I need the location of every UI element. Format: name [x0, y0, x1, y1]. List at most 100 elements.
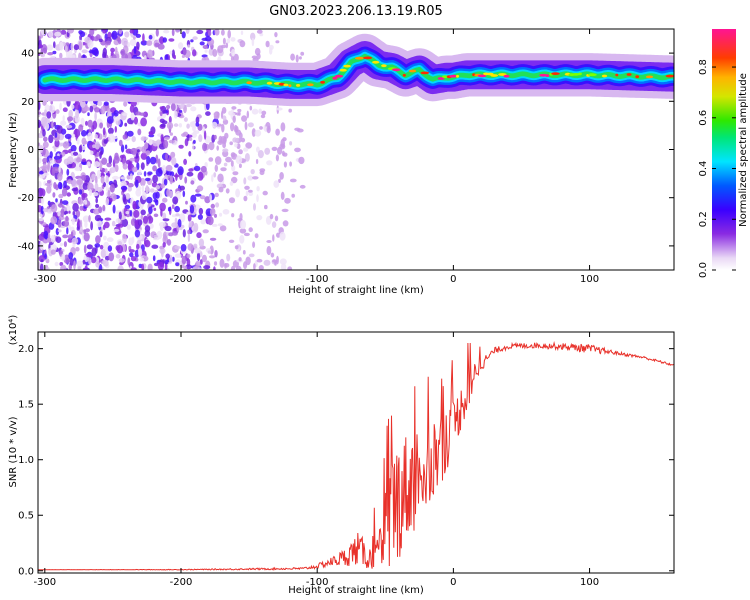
noise-speck: [199, 259, 203, 265]
noise-speck: [95, 235, 101, 244]
ridge-hotspot: [363, 56, 373, 60]
noise-speck: [98, 38, 103, 43]
noise-speck: [248, 227, 253, 233]
noise-speck: [186, 171, 194, 177]
ridge-hotspot: [572, 73, 580, 76]
noise-speck: [47, 161, 50, 171]
noise-speck: [171, 222, 179, 229]
noise-speck: [265, 40, 270, 48]
noise-speck: [60, 208, 65, 218]
noise-speck: [63, 220, 70, 227]
noise-speck: [58, 203, 63, 208]
noise-speck: [104, 217, 112, 221]
noise-speck: [182, 48, 187, 56]
y-tick-label: 0.0: [18, 566, 34, 577]
noise-speck: [211, 223, 218, 227]
noise-speck: [228, 110, 233, 116]
noise-speck: [161, 165, 167, 175]
ridge-hotspot: [601, 74, 608, 78]
noise-speck: [162, 37, 167, 43]
noise-speck: [84, 265, 88, 270]
noise-speck: [214, 164, 218, 172]
noise-speck: [85, 120, 88, 126]
noise-speck: [87, 119, 93, 128]
noise-speck: [106, 116, 114, 124]
noise-speck: [157, 158, 161, 168]
noise-speck: [218, 186, 224, 193]
noise-speck: [110, 47, 115, 53]
noise-speck: [99, 151, 102, 159]
noise-speck: [159, 111, 163, 117]
ridge-hotspot: [307, 83, 314, 87]
noise-speck: [181, 255, 187, 265]
noise-speck: [274, 31, 278, 38]
noise-speck: [254, 233, 259, 239]
y-tick-label: 1.0: [18, 455, 34, 466]
noise-speck: [89, 105, 94, 113]
noise-speck: [142, 33, 145, 43]
noise-speck: [99, 166, 103, 171]
noise-speck: [53, 41, 56, 49]
noise-speck: [76, 156, 81, 163]
noise-speck: [251, 128, 256, 137]
noise-speck: [129, 252, 134, 258]
noise-speck: [133, 116, 138, 125]
noise-speck: [283, 161, 287, 168]
noise-speck: [107, 31, 112, 39]
noise-speck: [91, 47, 99, 56]
noise-speck: [188, 151, 192, 157]
noise-speck: [251, 108, 259, 115]
noise-speck: [71, 217, 76, 225]
ridge-hotspot: [283, 83, 289, 87]
ridge-hotspot: [587, 73, 597, 77]
noise-speck: [136, 149, 140, 153]
noise-speck: [237, 108, 242, 113]
noise-speck: [213, 111, 220, 118]
noise-speck: [107, 245, 113, 252]
noise-speck: [105, 197, 110, 206]
ridge-hotspot: [354, 56, 364, 60]
noise-speck: [57, 219, 62, 228]
ridge-hotspot: [402, 73, 406, 77]
noise-speck: [275, 40, 280, 44]
noise-speck: [174, 245, 181, 250]
noise-speck: [234, 143, 238, 148]
noise-speck: [103, 101, 109, 106]
noise-speck: [256, 29, 263, 34]
noise-speck: [95, 260, 100, 268]
noise-speck: [40, 259, 44, 263]
noise-speck: [74, 166, 82, 172]
noise-speck: [241, 115, 248, 122]
noise-speck: [175, 29, 180, 33]
noise-speck: [204, 196, 211, 204]
noise-speck: [280, 263, 287, 270]
noise-speck: [252, 241, 256, 248]
noise-speck: [202, 142, 208, 152]
noise-speck: [129, 173, 133, 181]
noise-speck: [281, 208, 289, 213]
noise-speck: [75, 109, 80, 119]
noise-speck: [243, 195, 248, 202]
noise-speck: [257, 150, 264, 159]
noise-speck: [222, 148, 229, 153]
noise-speck: [254, 129, 262, 137]
noise-speck: [164, 136, 170, 140]
noise-speck: [59, 242, 64, 247]
noise-speck: [184, 176, 188, 184]
noise-speck: [38, 53, 41, 56]
noise-speck: [113, 228, 120, 232]
noise-speck: [130, 256, 137, 262]
noise-speck: [280, 191, 285, 200]
noise-speck: [171, 214, 177, 218]
noise-speck: [38, 119, 42, 128]
noise-speck: [166, 239, 172, 246]
noise-speck: [231, 153, 238, 160]
x-tick-label: -300: [33, 577, 56, 588]
ridge-hotspot: [420, 71, 430, 75]
noise-speck: [221, 123, 225, 133]
noise-speck: [125, 211, 130, 215]
noise-speck: [50, 216, 58, 225]
noise-speck: [55, 236, 62, 243]
noise-speck: [102, 29, 107, 34]
